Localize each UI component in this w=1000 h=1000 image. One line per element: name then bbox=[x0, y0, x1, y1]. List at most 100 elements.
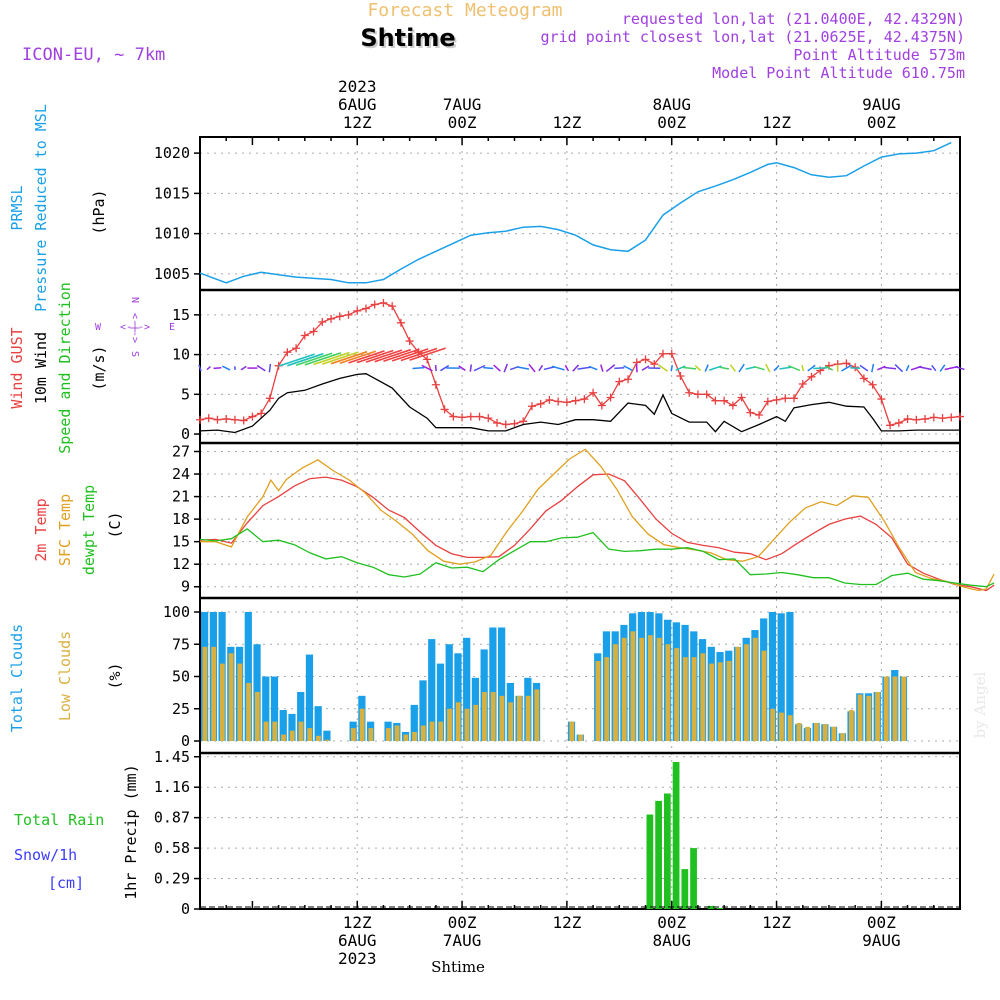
gridpoint-coords: grid point closest lon,lat (21.0625E, 42… bbox=[541, 28, 965, 46]
time-label-top: 7AUG bbox=[443, 95, 482, 114]
gust-marker bbox=[327, 314, 336, 323]
wind-dir-arrow bbox=[787, 365, 801, 372]
gust-marker bbox=[790, 394, 799, 403]
low-cloud-bar bbox=[857, 694, 863, 741]
wind-dir-arrow bbox=[605, 364, 616, 373]
requested-coords: requested lon,lat (21.0400E, 42.4329N) bbox=[622, 10, 965, 28]
time-label-bottom: 12Z bbox=[343, 913, 372, 932]
wind-dir-arrow bbox=[801, 364, 805, 372]
compass-arrow-v: <-|-> bbox=[129, 313, 140, 343]
header: Forecast Meteogram Shtime Shtime ICON-EU… bbox=[22, 0, 965, 82]
ytick-label: 5 bbox=[181, 385, 190, 403]
gust-marker bbox=[798, 379, 807, 388]
gust-marker bbox=[947, 413, 956, 422]
low-cloud-bar bbox=[604, 657, 610, 741]
low-cloud-bar bbox=[534, 689, 540, 741]
gust-marker bbox=[292, 344, 301, 353]
gust-marker bbox=[484, 414, 493, 423]
low-cloud-bar bbox=[883, 676, 889, 741]
total-cloud-bar bbox=[262, 676, 270, 741]
wind-dir-arrow bbox=[859, 364, 869, 372]
time-label-top: 2023 bbox=[338, 77, 377, 96]
gust-marker bbox=[370, 300, 379, 309]
wind-dir-arrow bbox=[538, 364, 544, 372]
low-cloud-bar bbox=[455, 702, 461, 741]
total-cloud-bar bbox=[445, 644, 453, 741]
low-cloud-bar bbox=[281, 734, 286, 741]
wind-dir-arrow bbox=[682, 366, 697, 370]
wind-dir-arrow bbox=[931, 364, 937, 372]
wind-dir-arrow bbox=[528, 363, 536, 373]
low-cloud-bar bbox=[648, 635, 653, 741]
wind10-line bbox=[199, 373, 960, 434]
gust-marker bbox=[746, 408, 755, 417]
wind-dir-arrow bbox=[729, 364, 737, 372]
wind-unit: (m/s) bbox=[90, 345, 108, 390]
time-label-bottom: 00Z bbox=[657, 913, 686, 932]
gust-marker bbox=[265, 394, 274, 403]
total-cloud-bar bbox=[436, 663, 445, 741]
low-cloud-bar bbox=[385, 728, 391, 741]
wind-dir-arrow bbox=[588, 365, 598, 371]
rain-bar bbox=[655, 800, 662, 909]
total-cloud-bar bbox=[305, 654, 314, 741]
pressure-line bbox=[199, 141, 952, 284]
wind-dir-arrow bbox=[572, 364, 580, 372]
time-label-top: 8AUG bbox=[652, 95, 691, 114]
gust-marker bbox=[562, 398, 571, 407]
gust-marker bbox=[536, 399, 545, 408]
time-label-top: 00Z bbox=[448, 113, 477, 132]
ytick-label: 24 bbox=[172, 465, 190, 483]
wind-dir-arrow-strong bbox=[400, 347, 438, 362]
total-cloud-bar bbox=[419, 680, 427, 741]
time-label-bottom: 8AUG bbox=[652, 931, 691, 950]
gust-marker bbox=[204, 414, 213, 423]
wind-compass: N <-|-> S W <-|-> E bbox=[95, 297, 175, 357]
point-altitude: Point Altitude 573m bbox=[793, 46, 965, 64]
low-cloud-bar bbox=[578, 734, 583, 741]
low-cloud-bar bbox=[412, 731, 417, 741]
gust-marker bbox=[388, 302, 397, 311]
gust-marker bbox=[702, 390, 711, 399]
low-cloud-bar bbox=[211, 646, 217, 741]
low-cloud-bar bbox=[665, 644, 671, 741]
wind-dir-arrow bbox=[694, 365, 702, 372]
low-cloud-bar bbox=[709, 663, 714, 741]
low-cloud-bar bbox=[272, 721, 278, 741]
gust-marker bbox=[859, 374, 868, 383]
low-cloud-bar bbox=[359, 708, 365, 741]
wind-dir-arrow bbox=[434, 365, 437, 372]
gust-marker bbox=[335, 312, 344, 321]
wind-dir-arrow bbox=[564, 364, 570, 372]
gust-marker bbox=[300, 331, 309, 340]
low-cloud-bar bbox=[246, 682, 251, 741]
low-cloud-bar bbox=[735, 646, 741, 741]
precip-unit: 1hr Precip (mm) bbox=[122, 764, 140, 899]
low-cloud-bar bbox=[901, 676, 907, 741]
total-cloud-bar bbox=[297, 691, 305, 741]
gust-marker bbox=[929, 413, 938, 422]
low-cloud-bar bbox=[508, 702, 514, 741]
low-cloud-bar bbox=[420, 725, 426, 741]
low-cloud-bar bbox=[263, 721, 269, 741]
total-cloud-bar bbox=[323, 730, 331, 741]
time-label-bottom: 2023 bbox=[338, 949, 377, 968]
wind-dir-arrow bbox=[440, 364, 450, 372]
total-cloud-bar bbox=[489, 627, 497, 741]
gust-marker bbox=[449, 412, 458, 421]
low-cloud-bar bbox=[403, 734, 409, 741]
gust-marker bbox=[527, 402, 536, 411]
total-cloud-bar bbox=[768, 612, 777, 741]
chart-title: Forecast Meteogram bbox=[367, 0, 562, 21]
gust-marker bbox=[938, 414, 947, 423]
low-cloud-bar bbox=[630, 631, 636, 741]
gust-marker bbox=[344, 310, 353, 319]
temp-unit: (C) bbox=[106, 511, 124, 538]
wind-dir-arrow bbox=[779, 366, 792, 370]
low-cloud-bar bbox=[700, 653, 706, 741]
wind-dir-arrow-strong bbox=[409, 347, 446, 361]
plot-frame bbox=[199, 136, 961, 910]
gust-marker bbox=[589, 388, 598, 397]
wind-dir-arrow bbox=[213, 367, 222, 370]
time-label-bottom: 00Z bbox=[448, 913, 477, 932]
